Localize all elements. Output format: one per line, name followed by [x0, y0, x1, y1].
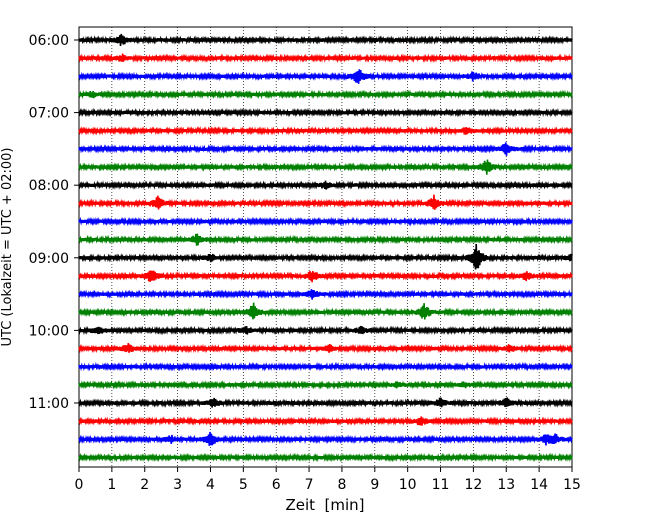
trace-1100 — [78, 397, 573, 408]
y-tick-label: 11:00 — [29, 396, 69, 412]
x-axis-title: Zeit [min] — [285, 496, 364, 514]
trace-0900 — [78, 244, 573, 270]
trace-0715 — [78, 125, 573, 136]
trace-1000 — [78, 325, 573, 336]
trace-0615 — [78, 53, 573, 64]
trace-0830 — [78, 216, 573, 227]
x-tick-label: 0 — [75, 477, 84, 493]
x-axis-ticks: 0 1 2 3 4 5 6 7 8 9 10 11 12 13 14 15 — [75, 467, 581, 493]
trace-0600 — [78, 33, 573, 46]
trace-0915 — [78, 270, 573, 283]
x-tick-label: 11 — [432, 477, 450, 493]
trace-1015 — [78, 342, 573, 354]
seismogram-traces — [78, 33, 573, 463]
x-tick-label: 10 — [399, 477, 417, 493]
x-tick-label: 9 — [370, 477, 379, 493]
y-tick-label: 08:00 — [29, 178, 69, 194]
trace-0700 — [78, 107, 573, 118]
x-tick-label: 12 — [464, 477, 482, 493]
trace-0800 — [78, 180, 573, 191]
x-tick-label: 7 — [305, 477, 314, 493]
trace-1145 — [78, 452, 573, 463]
plot-frame — [78, 26, 573, 468]
trace-0630 — [78, 69, 573, 84]
grid-lines — [111, 27, 540, 467]
y-tick-label: 09:00 — [29, 251, 69, 267]
trace-1045 — [78, 380, 573, 390]
y-tick-label: 06:00 — [29, 33, 69, 49]
x-tick-label: 13 — [497, 477, 515, 493]
trace-1030 — [78, 361, 573, 372]
x-tick-label: 5 — [239, 477, 248, 493]
x-tick-label: 8 — [337, 477, 346, 493]
x-tick-label: 6 — [272, 477, 281, 493]
trace-1115 — [78, 416, 573, 426]
y-axis-ticks: 06:00 07:00 08:00 09:00 10:00 11:00 — [29, 33, 79, 412]
trace-0815 — [78, 194, 573, 210]
trace-0730 — [78, 142, 573, 156]
trace-0930 — [78, 289, 573, 300]
trace-0645 — [78, 89, 573, 100]
trace-0945 — [78, 302, 573, 320]
trace-0845 — [78, 233, 573, 246]
x-tick-label: 1 — [107, 477, 116, 493]
x-tick-label: 3 — [173, 477, 182, 493]
x-tick-label: 4 — [206, 477, 215, 493]
x-tick-label: 2 — [140, 477, 149, 493]
y-tick-label: 10:00 — [29, 323, 69, 339]
x-tick-label: 15 — [563, 477, 581, 493]
trace-1130 — [78, 431, 573, 446]
y-axis-title: UTC (Lokalzeit = UTC + 02:00) — [0, 148, 15, 347]
y-tick-label: 07:00 — [29, 106, 69, 122]
x-tick-label: 14 — [530, 477, 548, 493]
trace-0745 — [78, 159, 573, 175]
